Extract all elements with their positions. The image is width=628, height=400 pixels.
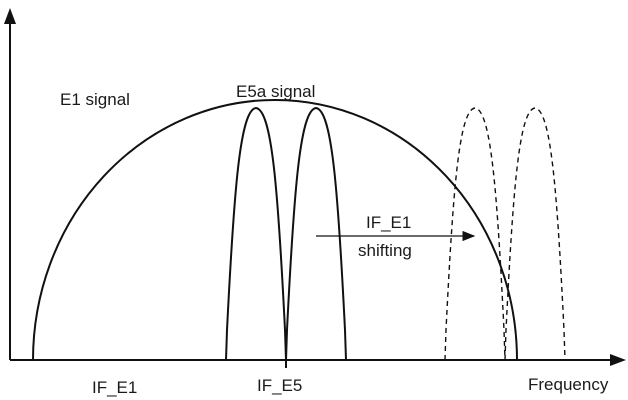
x-axis-label: Frequency	[528, 375, 609, 394]
if-e1-label: IF_E1	[92, 378, 137, 397]
y-axis-arrowhead	[4, 8, 16, 24]
x-axis-arrowhead	[610, 354, 626, 366]
e5a-lobe-left	[225, 106, 287, 361]
shifted-lobe-left	[444, 107, 506, 361]
shifted-lobe-right	[504, 107, 566, 361]
if-e5-label: IF_E5	[257, 376, 302, 395]
e1-signal-label: E1 signal	[60, 90, 130, 109]
shift-label-line2: shifting	[358, 241, 412, 260]
e5a-signal-label: E5a signal	[236, 82, 315, 101]
e1-signal-curve	[32, 98, 518, 361]
e5a-lobe-right	[285, 106, 347, 361]
shift-label-line1: IF_E1	[366, 213, 411, 232]
